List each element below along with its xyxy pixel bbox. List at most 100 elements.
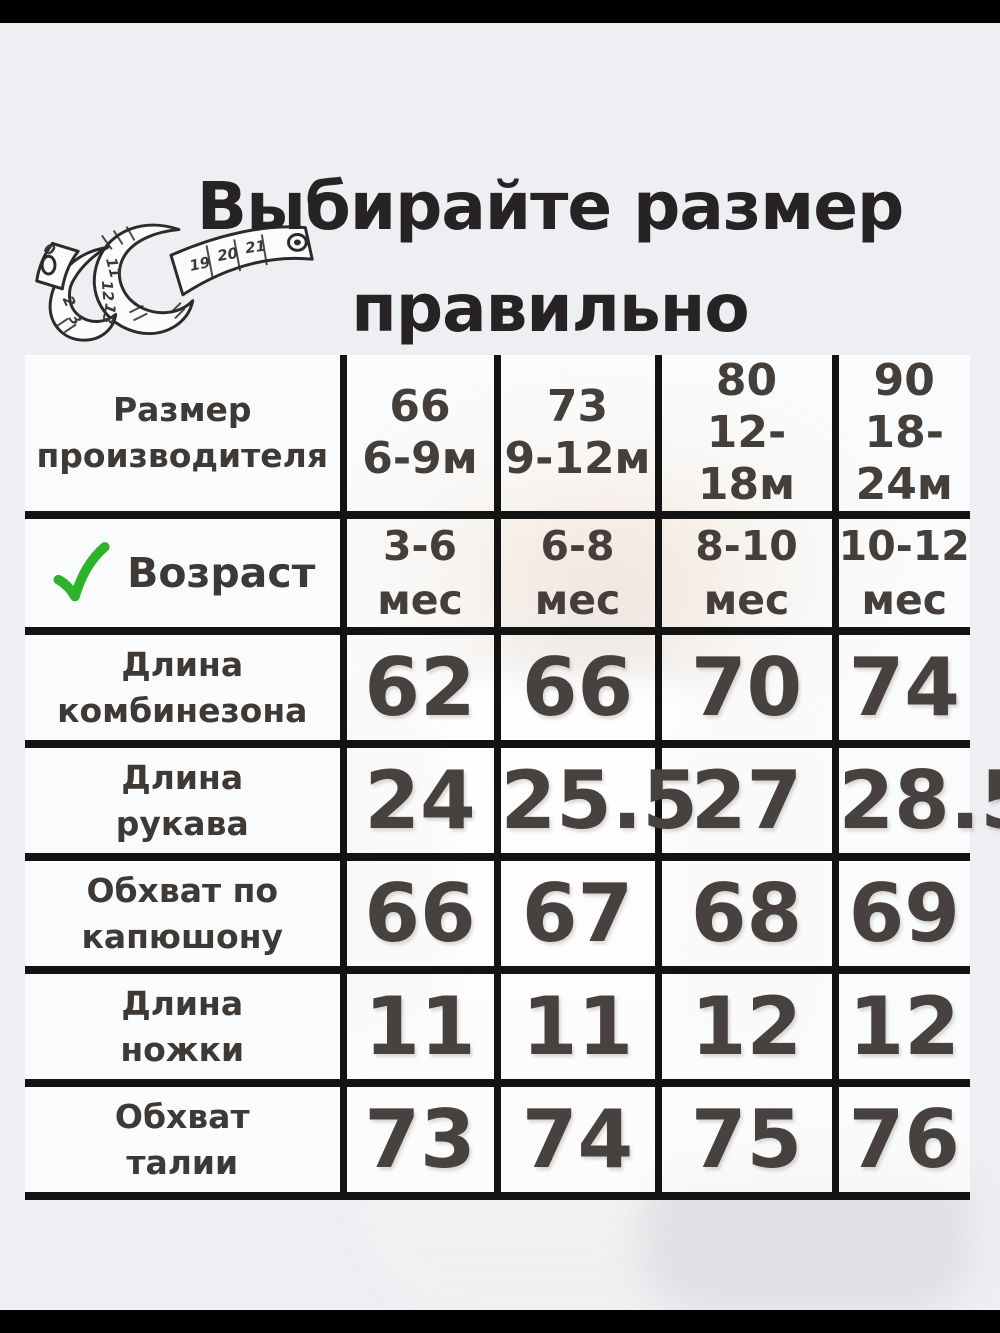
measurement-cell: 62	[339, 631, 497, 748]
size-column-header: 80 12-18м	[654, 355, 835, 519]
size-value: 90	[873, 355, 935, 406]
row-label-line1: Размер	[112, 390, 252, 429]
measurement-value: 76	[848, 1092, 960, 1186]
measurement-cell: 68	[654, 857, 835, 974]
table-row-manufacturer-size: Размер производителя 66 6-9м 73 9-12м 80…	[25, 355, 970, 519]
measurement-cell: 24	[339, 744, 497, 861]
measurement-cell: 70	[654, 631, 835, 748]
size-column-header: 73 9-12м	[493, 355, 658, 519]
tape-number: 12	[98, 280, 116, 302]
age-unit: мес	[377, 576, 463, 624]
tape-number: 11	[102, 256, 124, 280]
table-row-waist-circumference: Обхват талии 73 74 75 76	[25, 1083, 970, 1200]
size-age-range: 6-9м	[362, 433, 478, 484]
age-cell: 6-8 мес	[493, 515, 658, 635]
table-row-hood-circumference: Обхват по капюшону 66 67 68 69	[25, 857, 970, 974]
measurement-value: 27	[690, 753, 803, 847]
page-title-line2: правильно	[351, 270, 749, 348]
size-value: 73	[546, 381, 609, 432]
measurement-value: 74	[848, 640, 960, 734]
page-title-line1: Выбирайте размер	[196, 168, 904, 246]
measurement-value: 75	[690, 1092, 803, 1186]
row-label: Возраст	[127, 549, 316, 597]
measurement-cell: 11	[493, 970, 658, 1087]
page-title: Выбирайте размер правильно	[130, 156, 970, 360]
measurement-cell: 75	[654, 1083, 835, 1200]
row-label-line2: талии	[126, 1142, 239, 1182]
table-row-foot-length: Длина ножки 11 11 12 12	[25, 970, 970, 1087]
table-row-age: Возраст 3-6 мес 6-8 мес 8-10 мес 10-12 м…	[25, 515, 970, 635]
measurement-cell: 69	[831, 857, 970, 974]
measurement-cell: 27	[654, 744, 835, 861]
age-unit: мес	[534, 576, 621, 624]
row-label-cell: Длина рукава	[25, 744, 343, 861]
measurement-value: 74	[521, 1092, 634, 1186]
age-range: 8-10	[695, 522, 798, 570]
measurement-value: 73	[364, 1092, 476, 1186]
row-label-line2: комбинезона	[57, 690, 308, 730]
table-row-sleeve-length: Длина рукава 24 25.5 27 28.5	[25, 744, 1000, 861]
measurement-cell: 76	[831, 1083, 970, 1200]
row-label-cell: Длина ножки	[25, 970, 343, 1087]
bottom-letterbox-bar	[0, 1310, 1000, 1333]
size-table: Размер производителя 66 6-9м 73 9-12м 80…	[25, 355, 1000, 1200]
measurement-cell: 73	[339, 1083, 497, 1200]
measurement-cell: 74	[493, 1083, 658, 1200]
measurement-cell: 12	[654, 970, 835, 1087]
age-cell: 10-12 мес	[831, 515, 970, 635]
measurement-cell: 11	[339, 970, 497, 1087]
size-age-range: 12-18м	[697, 407, 796, 510]
row-label-line2: капюшону	[81, 916, 284, 956]
measurement-value: 66	[364, 866, 476, 960]
measurement-value: 69	[848, 866, 960, 960]
row-label-line1: Длина	[121, 757, 244, 797]
measurement-value: 12	[848, 979, 960, 1073]
age-unit: мес	[703, 576, 790, 624]
measurement-cell: 66	[493, 631, 658, 748]
measurement-value: 70	[690, 640, 803, 734]
age-cell: 3-6 мес	[339, 515, 497, 635]
age-range: 6-8	[540, 522, 615, 570]
measurement-cell: 74	[831, 631, 970, 748]
measurement-value: 12	[690, 979, 803, 1073]
row-label-line1: Обхват по	[86, 870, 279, 910]
size-value: 80	[715, 355, 778, 406]
row-label-cell: Размер производителя	[25, 355, 343, 519]
row-label-line2: рукава	[115, 803, 249, 843]
row-label-cell: Обхват талии	[25, 1083, 343, 1200]
measurement-value: 11	[521, 979, 634, 1073]
size-column-header: 66 6-9м	[339, 355, 497, 519]
size-value: 66	[389, 381, 451, 432]
size-age-range: 9-12м	[504, 433, 651, 484]
measurement-value: 66	[521, 640, 634, 734]
size-column-header: 90 18-24м	[831, 355, 970, 519]
measurement-value: 11	[364, 979, 476, 1073]
top-letterbox-bar	[0, 0, 1000, 23]
measurement-value: 25.5	[500, 753, 698, 847]
measurement-cell: 12	[831, 970, 970, 1087]
age-range: 10-12	[838, 522, 970, 570]
row-label-cell: Длина комбинезона	[25, 631, 343, 748]
row-label-cell: Возраст	[25, 515, 343, 635]
measurement-cell: 25.5	[493, 744, 698, 861]
tape-number: 13	[98, 302, 118, 325]
tape-number: 20	[216, 245, 239, 265]
measurement-value: 62	[364, 640, 476, 734]
tape-measure-icon: 19 20 21 11 12 13 2 3 0	[35, 223, 314, 342]
measurement-value: 67	[521, 866, 634, 960]
size-age-range: 18-24м	[855, 407, 953, 510]
tape-number: 19	[188, 254, 212, 275]
row-label-line1: Длина	[121, 983, 244, 1023]
row-label-line2: ножки	[120, 1029, 245, 1069]
measurement-value: 28.5	[838, 753, 1000, 847]
measurement-value: 68	[690, 866, 803, 960]
age-unit: мес	[861, 576, 948, 624]
measurement-cell: 67	[493, 857, 658, 974]
age-cell: 8-10 мес	[654, 515, 835, 635]
measurement-cell: 66	[339, 857, 497, 974]
tape-number: 21	[244, 238, 267, 258]
green-check-icon	[53, 542, 110, 602]
age-range: 3-6	[382, 522, 458, 570]
table-row-overall-length: Длина комбинезона 62 66 70 74	[25, 631, 970, 748]
